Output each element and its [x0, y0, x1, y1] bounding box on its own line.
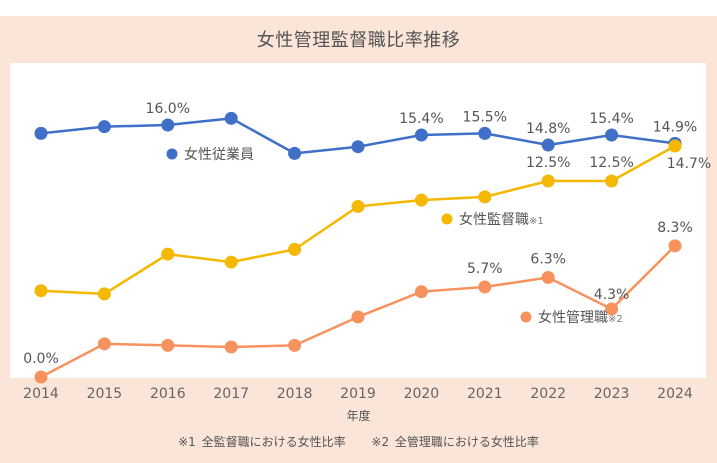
data-label: 14.8%: [526, 121, 570, 137]
data-point: [351, 140, 365, 154]
data-point: [161, 247, 175, 261]
x-tick-label: 2022: [530, 386, 566, 402]
data-point: [541, 270, 555, 284]
x-tick-label: 2016: [150, 386, 186, 402]
legend-label: 女性管理職※2: [538, 309, 623, 326]
data-label: 15.4%: [589, 111, 633, 127]
data-label: 15.4%: [399, 111, 443, 127]
data-point: [478, 190, 492, 204]
x-tick-label: 2015: [87, 386, 123, 402]
data-point: [224, 111, 238, 125]
data-label: 0.0%: [23, 351, 59, 367]
data-label: 6.3%: [530, 251, 566, 267]
x-axis-label: 年度: [346, 409, 371, 423]
data-point: [478, 280, 492, 294]
data-point: [605, 128, 619, 142]
data-label: 16.0%: [146, 101, 190, 117]
data-point: [161, 118, 175, 132]
data-point: [668, 239, 682, 253]
x-tick-label: 2024: [657, 386, 693, 402]
data-point: [288, 146, 302, 160]
data-point: [478, 126, 492, 140]
data-point: [541, 138, 555, 152]
legend-label: 女性監督職※1: [459, 211, 544, 228]
data-point: [414, 128, 428, 142]
data-point: [414, 285, 428, 299]
x-tick-label: 2017: [213, 386, 249, 402]
data-point: [351, 310, 365, 324]
data-point: [351, 199, 365, 213]
data-point: [224, 340, 238, 354]
data-label: 5.7%: [467, 261, 503, 277]
footnote-1: ※1 全監督職における女性比率: [178, 435, 346, 449]
data-point: [97, 337, 111, 351]
x-tick-label: 2020: [404, 386, 440, 402]
data-label: 15.5%: [463, 109, 507, 125]
data-point: [605, 302, 619, 316]
footnote-2: ※2 全管理職における女性比率: [371, 435, 539, 449]
x-tick-label: 2014: [23, 386, 59, 402]
legend-label: 女性従業員: [184, 146, 254, 163]
footnotes: ※1 全監督職における女性比率 ※2 全管理職における女性比率: [0, 433, 717, 450]
series-line-2: [40, 144, 676, 296]
legend-marker: [166, 148, 178, 160]
data-point: [288, 242, 302, 256]
x-tick-label: 2018: [277, 386, 313, 402]
data-label: 12.5%: [526, 155, 570, 171]
x-tick-label: 2019: [340, 386, 376, 402]
data-label: 14.7%: [667, 156, 711, 172]
legend-note-mark: ※2: [608, 314, 623, 325]
data-point: [224, 255, 238, 269]
chart-title: 女性管理監督職比率推移: [256, 30, 461, 51]
data-point: [161, 338, 175, 352]
legend-marker: [441, 213, 453, 225]
data-point: [668, 139, 682, 153]
data-label: 8.3%: [657, 220, 693, 236]
data-point: [34, 370, 48, 384]
data-point: [97, 287, 111, 301]
data-point: [605, 174, 619, 188]
data-point: [34, 284, 48, 298]
x-tick-label: 2023: [594, 386, 630, 402]
plot-area: [10, 63, 706, 378]
data-label: 4.3%: [594, 287, 630, 303]
data-label: 14.9%: [653, 119, 697, 135]
data-point: [541, 174, 555, 188]
data-point: [288, 338, 302, 352]
legend-marker: [520, 311, 532, 323]
x-tick-label: 2021: [467, 386, 503, 402]
data-point: [34, 126, 48, 140]
legend-note-mark: ※1: [529, 216, 544, 227]
data-point: [414, 193, 428, 207]
data-label: 12.5%: [589, 155, 633, 171]
data-point: [97, 120, 111, 134]
